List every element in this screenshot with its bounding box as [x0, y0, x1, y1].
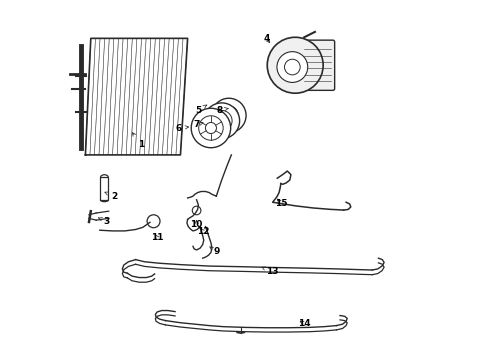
- Circle shape: [277, 51, 308, 82]
- Circle shape: [220, 106, 238, 125]
- Text: 2: 2: [105, 192, 117, 201]
- Circle shape: [212, 98, 246, 133]
- Text: 12: 12: [197, 228, 210, 237]
- Text: 7: 7: [194, 120, 203, 129]
- Circle shape: [204, 103, 240, 139]
- Text: 15: 15: [274, 199, 287, 208]
- Text: 9: 9: [210, 247, 220, 256]
- FancyBboxPatch shape: [297, 40, 335, 90]
- Text: 10: 10: [191, 220, 203, 229]
- Circle shape: [211, 111, 232, 131]
- Circle shape: [199, 116, 223, 140]
- Text: 6: 6: [175, 123, 189, 132]
- Text: 5: 5: [195, 105, 207, 114]
- Text: 8: 8: [217, 105, 228, 114]
- Text: 4: 4: [263, 34, 270, 43]
- Circle shape: [267, 37, 323, 93]
- Circle shape: [217, 116, 226, 125]
- Circle shape: [191, 108, 231, 148]
- Circle shape: [205, 122, 217, 134]
- Circle shape: [285, 59, 300, 75]
- Text: 11: 11: [151, 233, 163, 242]
- Text: 3: 3: [98, 217, 110, 226]
- Text: 14: 14: [298, 319, 311, 328]
- Text: 13: 13: [262, 267, 278, 276]
- Text: 1: 1: [132, 133, 144, 149]
- Bar: [100, 177, 108, 200]
